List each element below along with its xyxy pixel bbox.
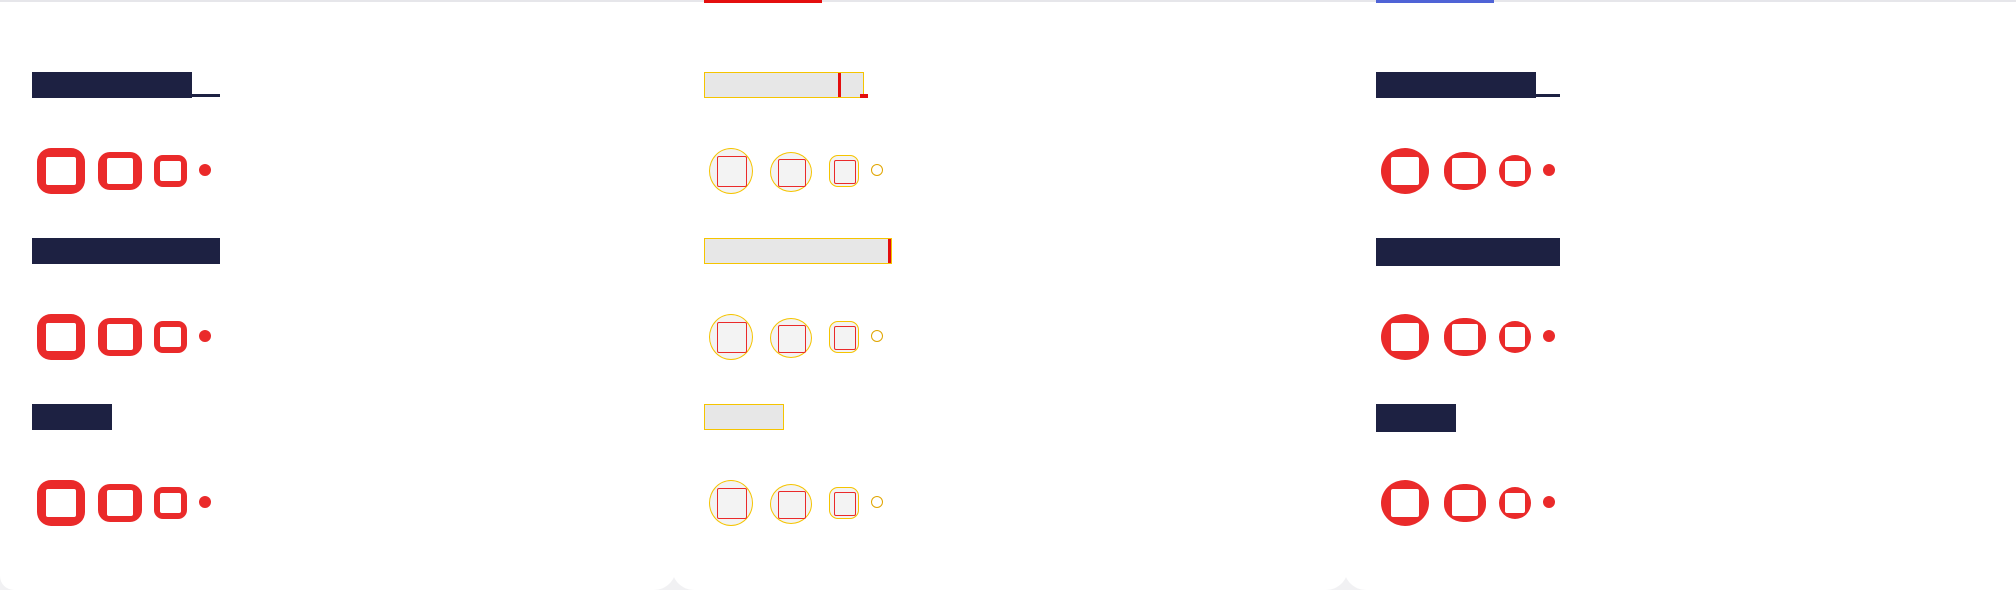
circle-frame-large-icon[interactable] xyxy=(1381,314,1429,360)
row-title-2 xyxy=(704,238,892,264)
row-title-1 xyxy=(32,72,192,98)
circle-frame-small-icon[interactable] xyxy=(1499,321,1531,353)
square-frame-large-icon[interactable] xyxy=(37,314,85,360)
swatch-row-2 xyxy=(1344,306,1644,366)
square-frame-large-icon[interactable] xyxy=(37,148,85,194)
row-title-2 xyxy=(32,238,220,264)
square-frame-small-icon[interactable] xyxy=(154,487,187,519)
dot-icon[interactable] xyxy=(199,330,211,342)
swatch-row-1 xyxy=(672,140,972,200)
row-title-1 xyxy=(1376,72,1536,98)
circle-frame-large-icon[interactable] xyxy=(709,148,753,194)
circle-frame-large-icon[interactable] xyxy=(709,314,753,360)
swatch-row-3 xyxy=(0,472,300,532)
circle-frame-small-icon[interactable] xyxy=(1499,155,1531,187)
dot-icon[interactable] xyxy=(1543,496,1555,508)
row-title-3 xyxy=(704,404,784,430)
swatch-row-1 xyxy=(0,140,300,200)
dot-icon[interactable] xyxy=(871,164,883,176)
swatch-row-2 xyxy=(0,306,300,366)
circle-frame-large-icon[interactable] xyxy=(709,480,753,526)
square-frame-small-icon[interactable] xyxy=(829,321,859,353)
panel-top-rule xyxy=(1344,0,2016,2)
swatch-row-2 xyxy=(672,306,972,366)
title-underscore-icon xyxy=(1536,94,1560,97)
title-cursor-icon xyxy=(838,73,841,97)
square-frame-medium-icon[interactable] xyxy=(98,318,142,356)
dot-icon[interactable] xyxy=(1543,330,1555,342)
title-underscore-icon xyxy=(860,94,868,98)
row-title-2 xyxy=(1376,238,1560,266)
swatch-row-3 xyxy=(672,472,972,532)
circle-frame-medium-icon[interactable] xyxy=(1444,318,1486,356)
square-frame-small-icon[interactable] xyxy=(829,155,859,187)
dot-icon[interactable] xyxy=(1543,164,1555,176)
circle-frame-large-icon[interactable] xyxy=(1381,480,1429,526)
row-title-3 xyxy=(32,404,112,430)
panel-outline-debug xyxy=(672,0,1348,590)
title-underscore-icon xyxy=(192,94,220,97)
circle-frame-medium-icon[interactable] xyxy=(770,152,812,192)
dot-icon[interactable] xyxy=(199,496,211,508)
square-frame-medium-icon[interactable] xyxy=(98,484,142,522)
square-frame-small-icon[interactable] xyxy=(154,155,187,187)
circle-frame-medium-icon[interactable] xyxy=(1444,152,1486,190)
panel-solid-squares xyxy=(0,0,676,590)
panel-accent-bar xyxy=(1376,0,1494,3)
swatch-row-1 xyxy=(1344,140,1644,200)
panel-solid-circles xyxy=(1344,0,2016,590)
circle-frame-small-icon[interactable] xyxy=(1499,487,1531,519)
square-frame-large-icon[interactable] xyxy=(37,480,85,526)
square-frame-small-icon[interactable] xyxy=(829,487,859,519)
swatch-row-3 xyxy=(1344,472,1644,532)
panel-accent-bar xyxy=(704,0,822,3)
square-frame-medium-icon[interactable] xyxy=(98,152,142,190)
panel-top-rule xyxy=(672,0,1348,2)
row-title-1 xyxy=(704,72,864,98)
circle-frame-medium-icon[interactable] xyxy=(1444,484,1486,522)
title-cursor-icon xyxy=(888,239,891,263)
circle-frame-large-icon[interactable] xyxy=(1381,148,1429,194)
row-title-3 xyxy=(1376,404,1456,432)
dot-icon[interactable] xyxy=(871,330,883,342)
square-frame-small-icon[interactable] xyxy=(154,321,187,353)
dot-icon[interactable] xyxy=(199,164,211,176)
circle-frame-medium-icon[interactable] xyxy=(770,484,812,524)
panel-top-rule xyxy=(0,0,676,2)
circle-frame-medium-icon[interactable] xyxy=(770,318,812,358)
dot-icon[interactable] xyxy=(871,496,883,508)
